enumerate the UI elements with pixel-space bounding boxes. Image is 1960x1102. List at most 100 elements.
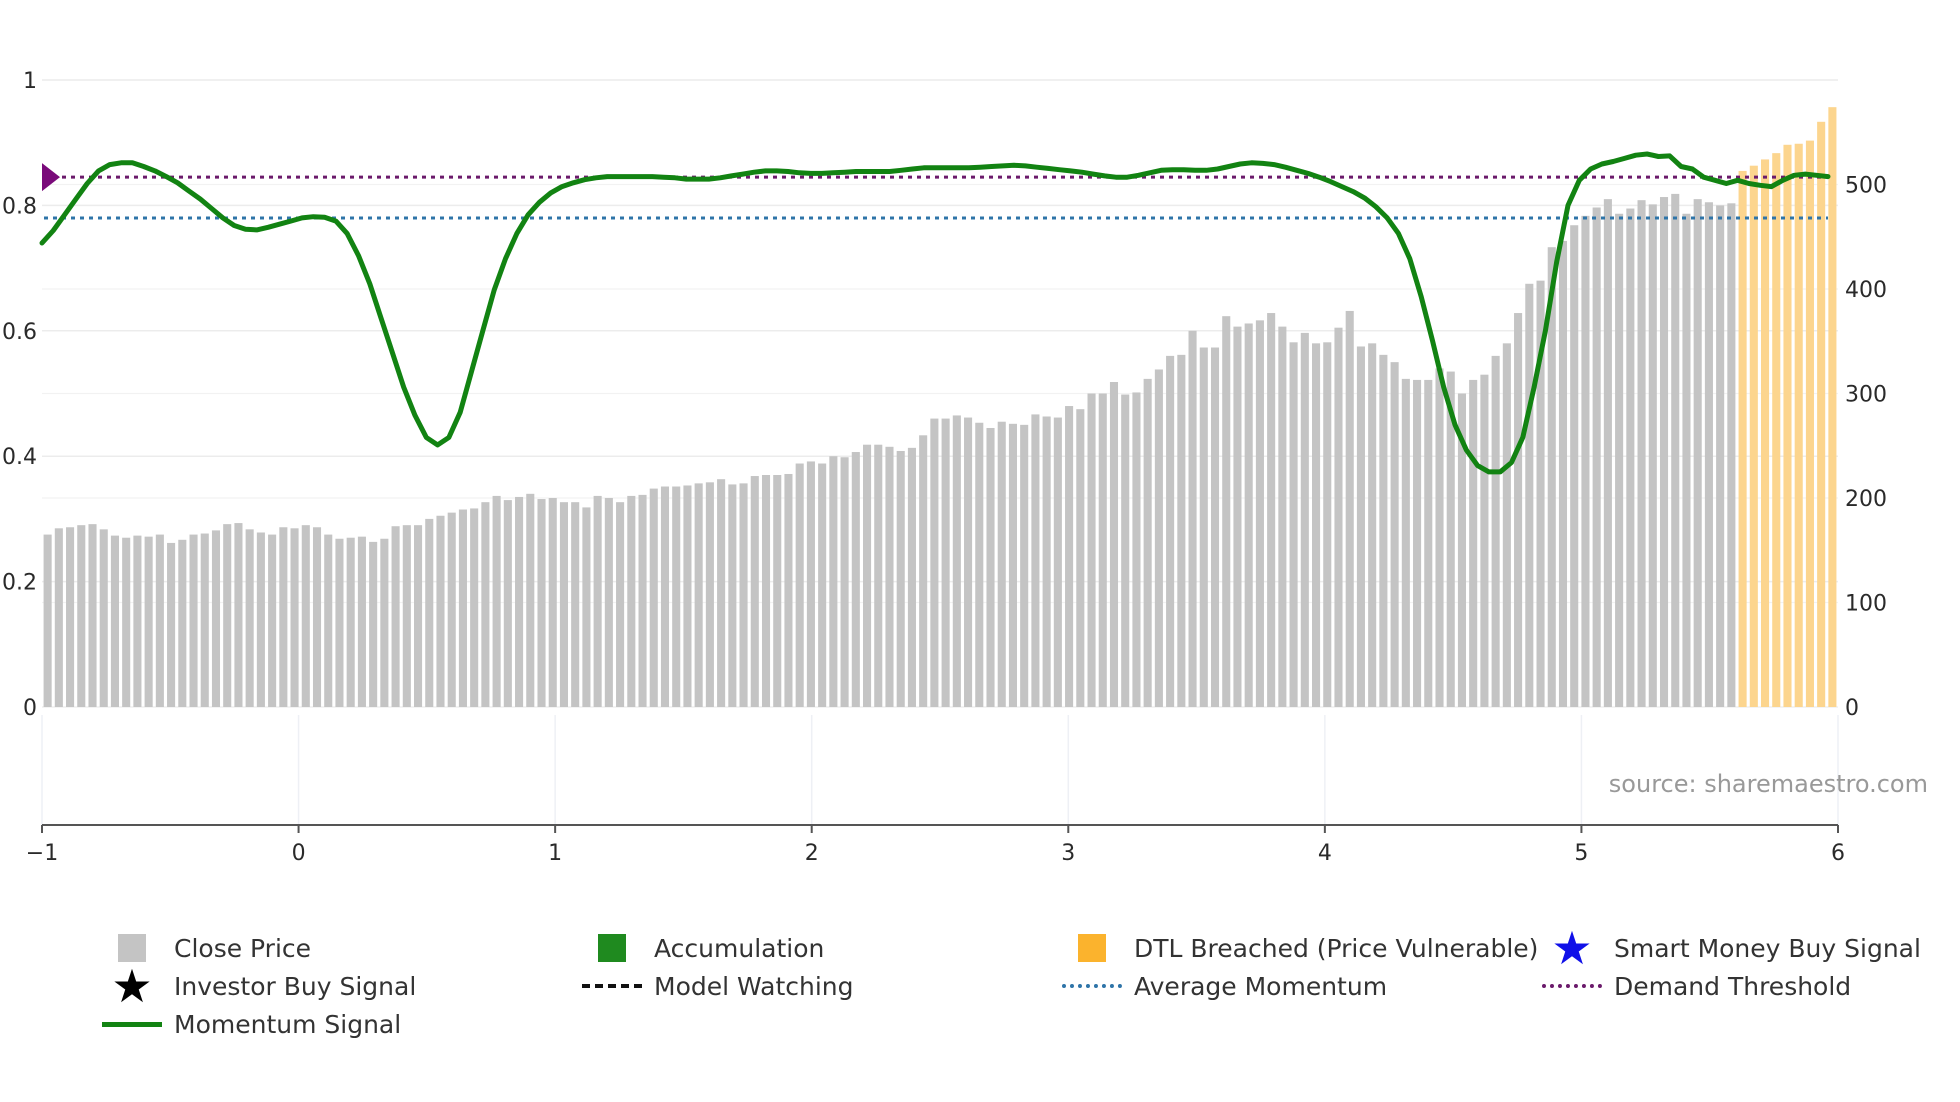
price-bar bbox=[548, 498, 557, 707]
dotted-line-icon bbox=[1542, 984, 1602, 988]
right-tick-label: 400 bbox=[1845, 278, 1887, 303]
legend-label: Momentum Signal bbox=[174, 1009, 402, 1039]
price-bar bbox=[1379, 354, 1388, 707]
price-bar bbox=[1065, 406, 1074, 707]
left-tick-label: 0.2 bbox=[2, 571, 37, 596]
legend-label: DTL Breached (Price Vulnerable) bbox=[1134, 933, 1539, 963]
x-tick-label: 5 bbox=[1574, 841, 1588, 866]
left-tick-label: 0.6 bbox=[2, 320, 37, 345]
x-tick-label: 2 bbox=[805, 841, 819, 866]
price-bar bbox=[964, 417, 973, 707]
price-bar bbox=[223, 524, 232, 708]
price-bar bbox=[559, 502, 568, 707]
price-bar bbox=[997, 421, 1006, 707]
price-bar bbox=[1761, 159, 1770, 708]
price-bar bbox=[110, 535, 119, 707]
price-bar bbox=[1255, 320, 1264, 707]
price-bar bbox=[279, 527, 288, 707]
price-bar bbox=[1020, 424, 1029, 707]
price-bar bbox=[627, 495, 636, 707]
price-bar bbox=[818, 463, 827, 707]
price-bar bbox=[1244, 323, 1253, 707]
x-tick-label: 6 bbox=[1831, 841, 1845, 866]
x-tick-label: 1 bbox=[548, 841, 562, 866]
price-bar bbox=[211, 530, 221, 707]
price-bar bbox=[1199, 347, 1208, 707]
price-bar bbox=[1648, 204, 1657, 708]
price-bar bbox=[1446, 371, 1455, 707]
price-bar bbox=[1581, 215, 1590, 707]
price-bar bbox=[470, 508, 479, 707]
price-bar bbox=[1682, 213, 1691, 707]
price-bar bbox=[1413, 379, 1422, 707]
price-bar bbox=[672, 486, 681, 707]
price-bar bbox=[1547, 247, 1556, 707]
x-tick-label: 0 bbox=[292, 841, 306, 866]
price-bar bbox=[863, 444, 872, 707]
legend-label: Model Watching bbox=[654, 971, 854, 1001]
price-bar bbox=[986, 427, 995, 707]
price-bar bbox=[1738, 170, 1747, 707]
legend-close-price: Close Price bbox=[100, 930, 311, 966]
price-bar bbox=[357, 536, 366, 707]
price-bar bbox=[930, 418, 939, 707]
price-bar bbox=[1210, 347, 1220, 707]
source-label: source: sharemaestro.com bbox=[1609, 770, 1928, 798]
price-bar bbox=[133, 535, 142, 707]
price-bar bbox=[167, 542, 176, 707]
price-bar bbox=[874, 444, 883, 707]
price-bar bbox=[1278, 326, 1287, 707]
price-bar bbox=[739, 483, 748, 707]
legend-accumulation: Accumulation bbox=[580, 930, 824, 966]
price-bar bbox=[1502, 343, 1511, 707]
legend-dtl-breached: DTL Breached (Price Vulnerable) bbox=[1060, 930, 1538, 966]
legend-label: Average Momentum bbox=[1134, 971, 1388, 1001]
price-bar bbox=[896, 450, 905, 707]
legend-average-momentum: Average Momentum bbox=[1060, 968, 1387, 1004]
price-bar bbox=[88, 524, 97, 708]
dashed-line-icon bbox=[582, 984, 642, 988]
price-bar bbox=[773, 475, 782, 707]
dtl-swatch-icon bbox=[1078, 934, 1106, 962]
price-bar bbox=[1592, 207, 1601, 708]
price-bar bbox=[1794, 143, 1803, 707]
legend-demand-threshold: Demand Threshold bbox=[1540, 968, 1851, 1004]
price-bar bbox=[829, 456, 838, 707]
price-bar bbox=[840, 457, 849, 707]
price-bar bbox=[1704, 202, 1713, 707]
price-bar bbox=[414, 525, 423, 707]
price-bar bbox=[638, 494, 647, 707]
price-bar bbox=[380, 538, 389, 707]
price-bar bbox=[1693, 199, 1702, 707]
price-bar bbox=[425, 518, 434, 707]
price-bar bbox=[1109, 382, 1119, 707]
price-bar bbox=[178, 539, 187, 707]
legend-label: Smart Money Buy Signal bbox=[1614, 933, 1921, 963]
price-bar bbox=[1312, 343, 1321, 707]
left-tick-label: 1 bbox=[23, 69, 37, 94]
price-bar bbox=[1098, 393, 1107, 707]
price-bar bbox=[582, 507, 591, 707]
price-bar bbox=[458, 509, 467, 707]
left-tick-label: 0 bbox=[23, 696, 37, 721]
price-bar bbox=[806, 461, 815, 707]
bars bbox=[43, 107, 1837, 708]
price-bar bbox=[683, 485, 692, 707]
price-bar bbox=[99, 529, 108, 707]
price-bar bbox=[436, 515, 445, 707]
right-tick-label: 0 bbox=[1845, 696, 1859, 721]
price-bar bbox=[1289, 342, 1298, 707]
price-bar bbox=[1323, 342, 1332, 707]
price-bar bbox=[1424, 379, 1433, 707]
price-bar bbox=[750, 476, 759, 707]
legend-label: Accumulation bbox=[654, 933, 825, 963]
price-bar bbox=[1828, 107, 1837, 708]
price-bar bbox=[268, 534, 277, 707]
right-tick-label: 500 bbox=[1845, 174, 1887, 199]
x-tick-label: 4 bbox=[1318, 841, 1332, 866]
price-bar bbox=[1132, 392, 1141, 707]
price-bar bbox=[941, 418, 950, 707]
grid bbox=[41, 79, 1839, 825]
price-bar bbox=[346, 537, 355, 707]
price-bar bbox=[1659, 197, 1669, 708]
